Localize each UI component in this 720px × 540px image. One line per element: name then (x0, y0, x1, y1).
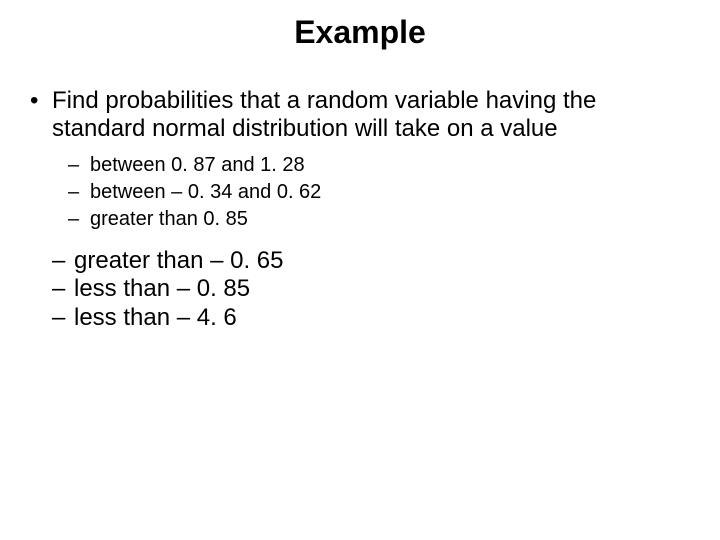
slide: Example • Find probabilities that a rand… (0, 0, 720, 540)
dash-icon: – (52, 247, 65, 276)
sub-item-text: between – 0. 34 and 0. 62 (90, 181, 321, 203)
sub-items-small: – between 0. 87 and 1. 28 – between – 0.… (60, 152, 720, 233)
sub-item-text: greater than 0. 85 (90, 208, 248, 230)
sub-item-text: less than – 0. 85 (74, 275, 250, 302)
dash-icon: – (68, 206, 79, 233)
sub-item-text: between 0. 87 and 1. 28 (90, 154, 305, 176)
list-item: – between – 0. 34 and 0. 62 (60, 179, 720, 206)
sub-item-text: less than – 4. 6 (74, 304, 237, 331)
list-item: – between 0. 87 and 1. 28 (60, 152, 720, 179)
sub-items-large: – greater than – 0. 65 – less than – 0. … (44, 247, 720, 333)
dash-icon: – (68, 152, 79, 179)
list-item: – less than – 4. 6 (44, 304, 720, 333)
dash-icon: – (52, 304, 65, 333)
sub-item-text: greater than – 0. 65 (74, 247, 283, 274)
list-item: – greater than 0. 85 (60, 206, 720, 233)
main-bullet: • Find probabilities that a random varia… (22, 87, 680, 144)
dash-icon: – (68, 179, 79, 206)
list-item: – less than – 0. 85 (44, 275, 720, 304)
main-bullet-text: Find probabilities that a random variabl… (52, 87, 596, 142)
bullet-icon: • (30, 87, 38, 115)
slide-title: Example (0, 0, 720, 87)
dash-icon: – (52, 275, 65, 304)
list-item: – greater than – 0. 65 (44, 247, 720, 276)
